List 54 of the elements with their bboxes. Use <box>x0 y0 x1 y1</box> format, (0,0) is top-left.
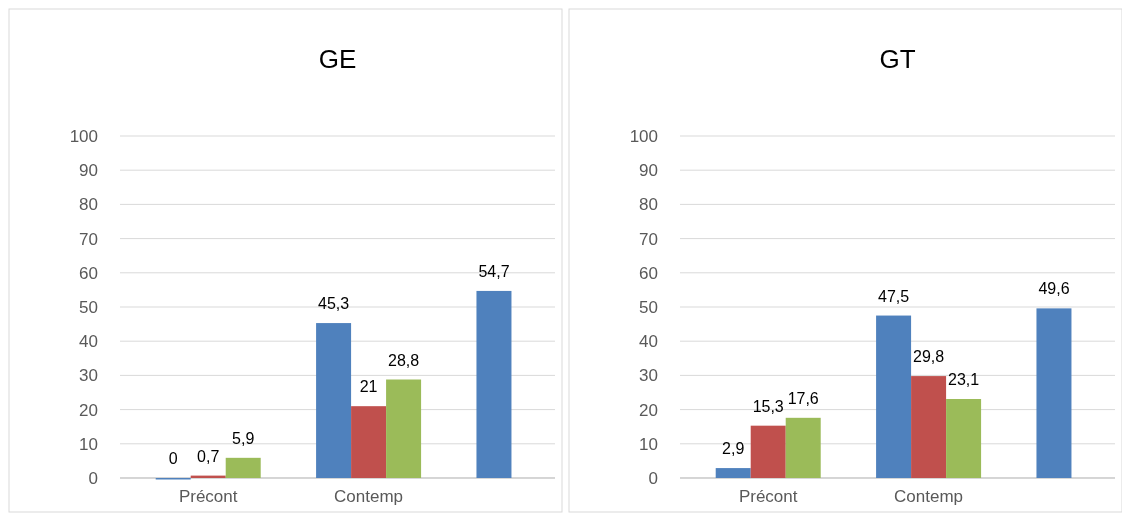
y-tick-label: 100 <box>69 126 98 146</box>
data-label: 54,7 <box>478 262 510 280</box>
bar <box>476 290 512 478</box>
y-tick-label: 10 <box>79 434 98 454</box>
x-tick-label: Précont <box>738 487 798 506</box>
data-label: 2,9 <box>722 440 745 458</box>
chart-title: GT <box>879 44 916 74</box>
y-tick-label: 20 <box>79 400 98 420</box>
x-tick-label: Précont <box>178 487 238 506</box>
y-tick-label: 70 <box>639 229 658 249</box>
bar <box>785 417 821 478</box>
chart-title: GE <box>318 44 357 74</box>
data-label: 45,3 <box>318 295 350 313</box>
y-tick-label: 100 <box>629 126 658 146</box>
y-tick-label: 90 <box>79 161 98 181</box>
data-label: 5,9 <box>232 429 255 447</box>
bar <box>351 406 387 478</box>
bar <box>946 399 982 478</box>
data-label: 0,7 <box>197 447 220 465</box>
bar <box>1036 308 1072 478</box>
data-label: 29,8 <box>913 348 945 366</box>
y-tick-label: 90 <box>639 161 658 181</box>
y-tick-label: 30 <box>79 366 98 386</box>
y-tick-label: 40 <box>79 332 98 352</box>
data-label: 28,8 <box>388 351 420 369</box>
y-tick-label: 60 <box>79 263 98 283</box>
data-label: 0 <box>168 450 178 467</box>
y-tick-label: 60 <box>639 263 658 283</box>
y-tick-label: 20 <box>639 400 658 420</box>
y-tick-label: 10 <box>639 434 658 454</box>
data-label: 47,5 <box>878 287 910 305</box>
data-label: 17,6 <box>787 389 819 407</box>
y-tick-label: 30 <box>639 366 658 386</box>
y-tick-label: 40 <box>639 332 658 352</box>
bar <box>715 468 751 478</box>
y-tick-label: 80 <box>639 195 658 215</box>
y-tick-label: 50 <box>79 297 98 317</box>
y-tick-label: 80 <box>79 195 98 215</box>
bar <box>750 425 786 478</box>
data-label: 15,3 <box>752 397 784 415</box>
bar <box>876 315 912 478</box>
y-tick-label: 0 <box>88 468 98 488</box>
x-tick-label: Contemp <box>894 487 964 506</box>
bar <box>316 323 352 478</box>
y-tick-label: 50 <box>639 297 658 317</box>
bar <box>386 379 422 478</box>
data-label: 23,1 <box>948 371 980 388</box>
y-tick-label: 0 <box>648 468 658 488</box>
bar <box>225 457 261 478</box>
data-label: 49,6 <box>1038 280 1070 298</box>
x-tick-label: Contemp <box>334 487 404 506</box>
y-tick-label: 70 <box>79 229 98 249</box>
bar <box>911 376 947 478</box>
data-label: 21 <box>359 378 378 396</box>
